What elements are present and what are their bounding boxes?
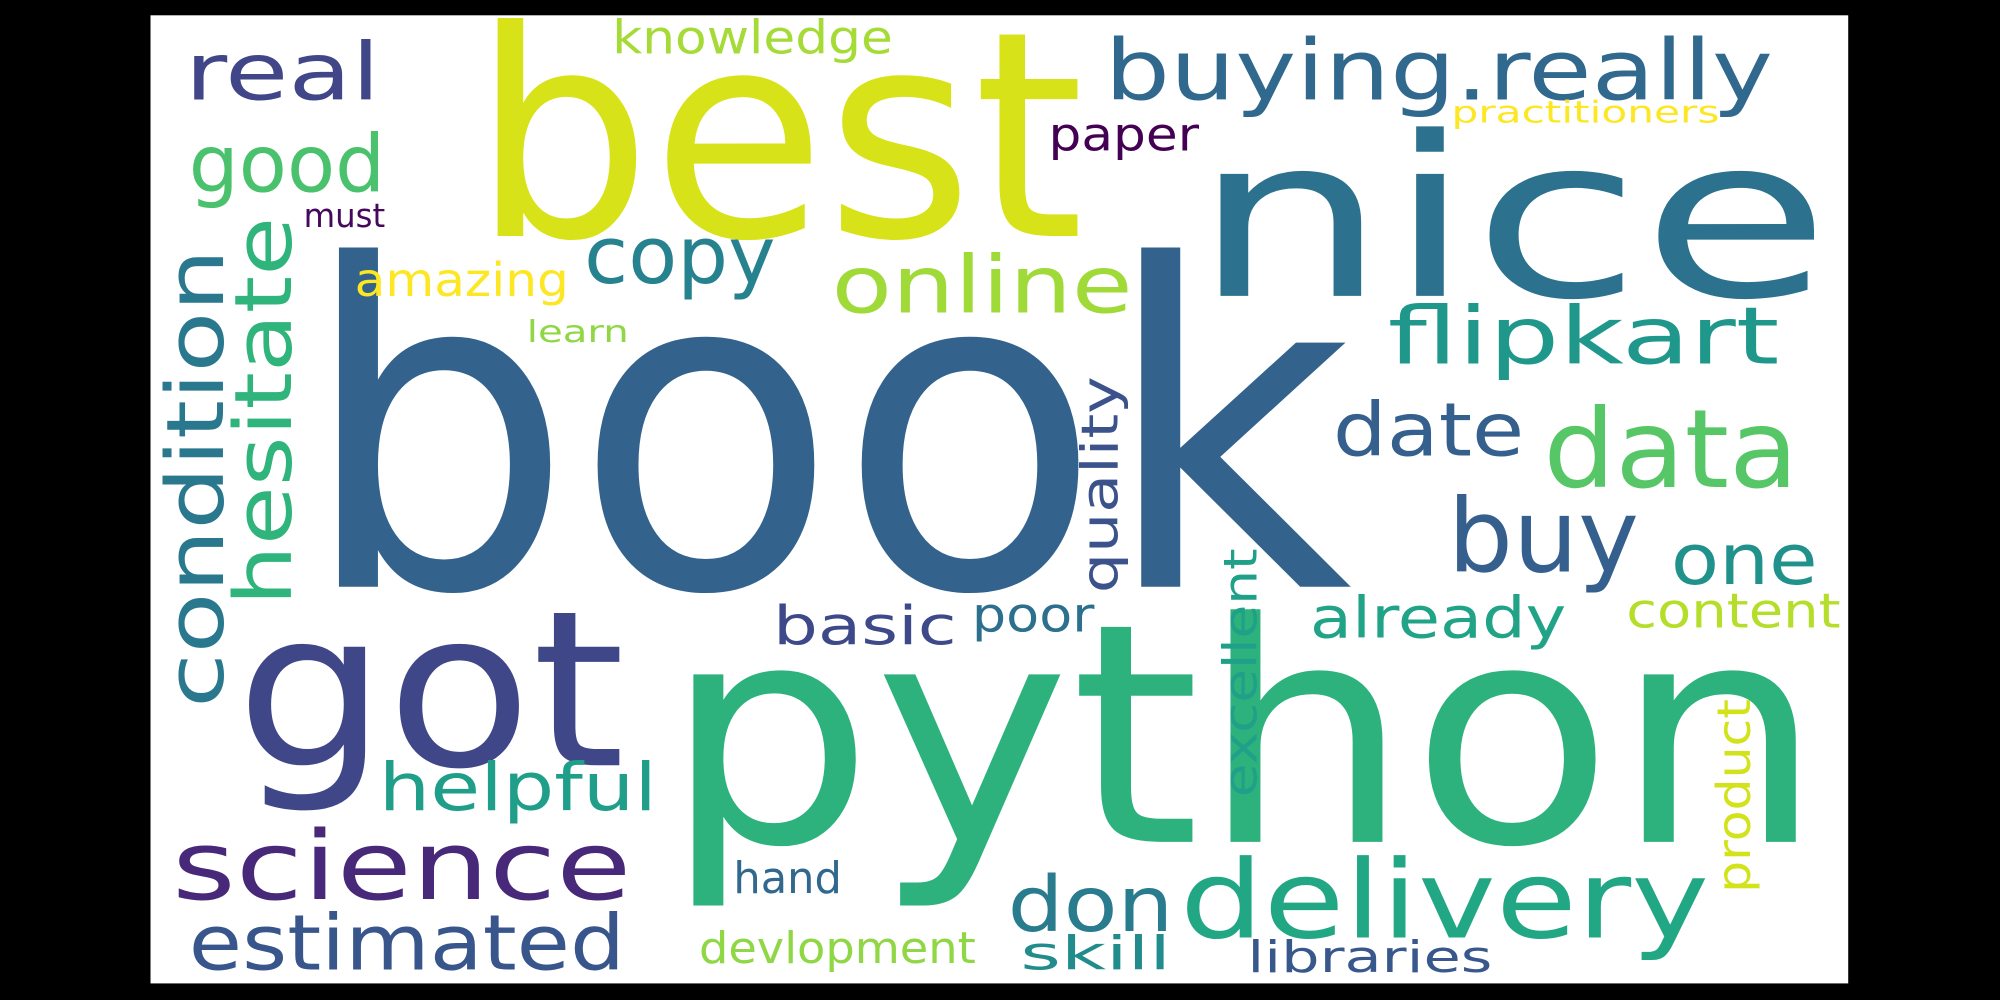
word: knowledge xyxy=(612,11,893,65)
word: quality xyxy=(1071,376,1130,593)
word: already xyxy=(1310,585,1566,652)
word: copy xyxy=(584,210,775,302)
word: buy xyxy=(1448,477,1639,596)
word: paper xyxy=(1048,108,1199,162)
word: hesitate xyxy=(218,217,310,606)
word: learn xyxy=(527,315,629,350)
word: hand xyxy=(733,854,841,904)
word: devlopment xyxy=(699,924,976,974)
word: content xyxy=(1626,584,1840,640)
word: practitioners xyxy=(1452,95,1720,130)
word: basic xyxy=(773,594,957,657)
word: helpful xyxy=(379,748,657,826)
word: excellent xyxy=(1213,548,1267,797)
word: flipkart xyxy=(1388,291,1780,383)
word: amazing xyxy=(355,253,569,307)
word: estimated xyxy=(189,899,625,988)
word: libraries xyxy=(1247,933,1492,983)
word: must xyxy=(304,196,386,235)
word: real xyxy=(185,26,380,118)
word: online xyxy=(832,239,1133,331)
word: poor xyxy=(972,587,1095,643)
word: skill xyxy=(1020,926,1171,980)
word: product xyxy=(1707,699,1761,893)
word: date xyxy=(1333,387,1524,473)
